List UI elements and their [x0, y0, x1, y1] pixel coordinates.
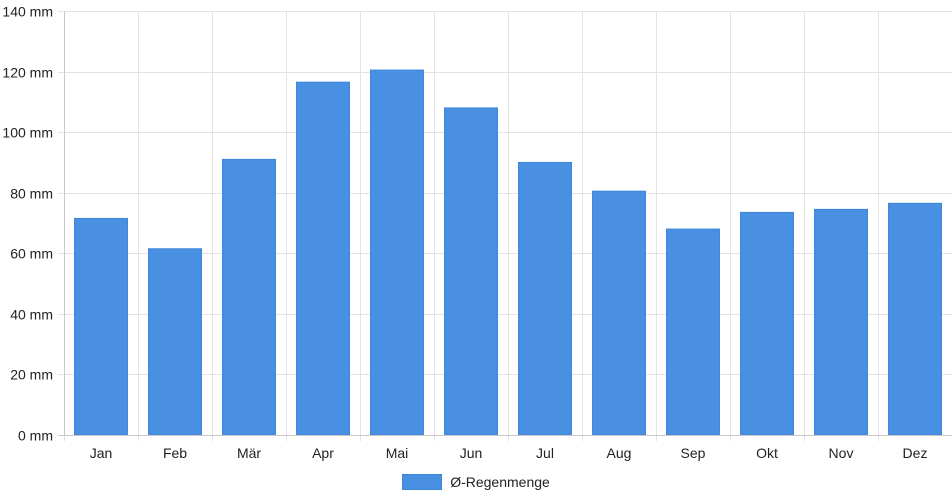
bar-feb [148, 248, 202, 436]
bar-aug [592, 190, 646, 436]
chart-legend: Ø-Regenmenge [0, 472, 952, 492]
bar-apr [296, 81, 350, 436]
y-tick-label: 140 mm [2, 4, 53, 20]
legend-swatch [402, 474, 443, 490]
y-tick-label: 80 mm [10, 186, 53, 202]
chart-axes [58, 11, 952, 436]
y-tick-label: 20 mm [10, 367, 53, 383]
x-tick-label: Feb [163, 445, 187, 461]
x-tick-label: Aug [607, 445, 632, 461]
y-tick-label: 120 mm [2, 65, 53, 81]
bar-sep [666, 228, 720, 436]
x-tick-label: Jun [460, 445, 483, 461]
y-tick-label: 60 mm [10, 246, 53, 262]
x-tick-label: Jan [90, 445, 113, 461]
x-axis-tick-labels: Jan Feb Mär Apr Mai Jun Jul Aug Sep Okt Nov Dez [90, 445, 928, 461]
bar-jul [518, 161, 572, 436]
x-tick-label: Dez [903, 445, 928, 461]
chart-bars [74, 69, 942, 436]
bar-okt [740, 211, 794, 436]
bar-jan [74, 217, 128, 436]
x-tick-label: Mär [237, 445, 261, 461]
bar-nov [814, 208, 868, 436]
y-axis-tick-labels: 0 mm 20 mm 40 mm 60 mm 80 mm 100 mm 120 mm 140 … [2, 4, 53, 444]
y-tick-label: 40 mm [10, 307, 53, 323]
bar-jun [444, 107, 498, 436]
bar-mär [222, 158, 276, 436]
y-tick-label: 0 mm [18, 428, 53, 444]
x-tick-label: Nov [829, 445, 854, 461]
x-tick-label: Jul [536, 445, 554, 461]
x-tick-label: Apr [312, 445, 334, 461]
bar-mai [370, 69, 424, 436]
bar-dez [888, 202, 942, 436]
y-tick-label: 100 mm [2, 125, 53, 141]
legend-label: Ø-Regenmenge [450, 474, 550, 490]
x-tick-label: Mai [386, 445, 409, 461]
x-tick-label: Sep [681, 445, 706, 461]
x-tick-label: Okt [756, 445, 778, 461]
chart-grid [58, 11, 952, 441]
